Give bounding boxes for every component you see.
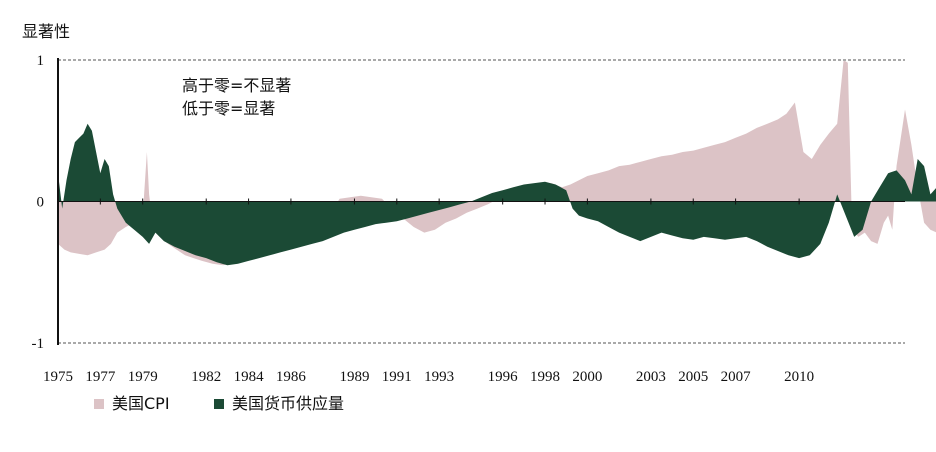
series-area-money-supply [58, 123, 936, 266]
x-tick-label: 2005 [678, 369, 708, 385]
y-tick-label: 1 [37, 53, 45, 69]
annotation-not-significant: 高于零=不显著 [182, 76, 291, 95]
y-tick-label: -1 [32, 336, 45, 352]
x-tick-label: 1979 [128, 369, 158, 385]
annotation-significant: 低于零=显著 [182, 99, 275, 118]
x-tick-label: 1977 [85, 369, 116, 385]
legend-label-money: 美国货币供应量 [232, 394, 344, 413]
x-tick-label: 2007 [721, 369, 752, 385]
x-tick-label: 1991 [382, 369, 412, 385]
x-tick-label: 2010 [784, 369, 814, 385]
x-tick-label: 1998 [530, 369, 560, 385]
x-tick-layer: 1975 1977 1979 1982 1984 1986 1989 1991 1993 1996… [43, 198, 814, 385]
legend-swatch-money [214, 399, 224, 409]
x-tick-label: 1996 [488, 369, 519, 385]
x-tick-label: 2000 [572, 369, 602, 385]
x-tick-label: 1993 [424, 369, 454, 385]
x-tick-label: 2003 [636, 369, 666, 385]
legend-label-cpi: 美国CPI [112, 394, 170, 413]
x-tick-label: 1984 [234, 369, 265, 385]
y-tick-label: 0 [37, 195, 45, 211]
x-tick-label: 1986 [276, 369, 307, 385]
x-tick-label: 1975 [43, 369, 73, 385]
grid-layer [58, 59, 905, 344]
x-tick-label: 1989 [339, 369, 369, 385]
x-tick-label: 1982 [191, 369, 221, 385]
legend: 美国CPI 美国货币供应量 [94, 394, 344, 413]
y-axis-label: 显著性 [22, 22, 70, 41]
legend-swatch-cpi [94, 399, 104, 409]
y-tick-layer: 1 0 -1 [32, 53, 45, 352]
series-layer [58, 60, 936, 266]
